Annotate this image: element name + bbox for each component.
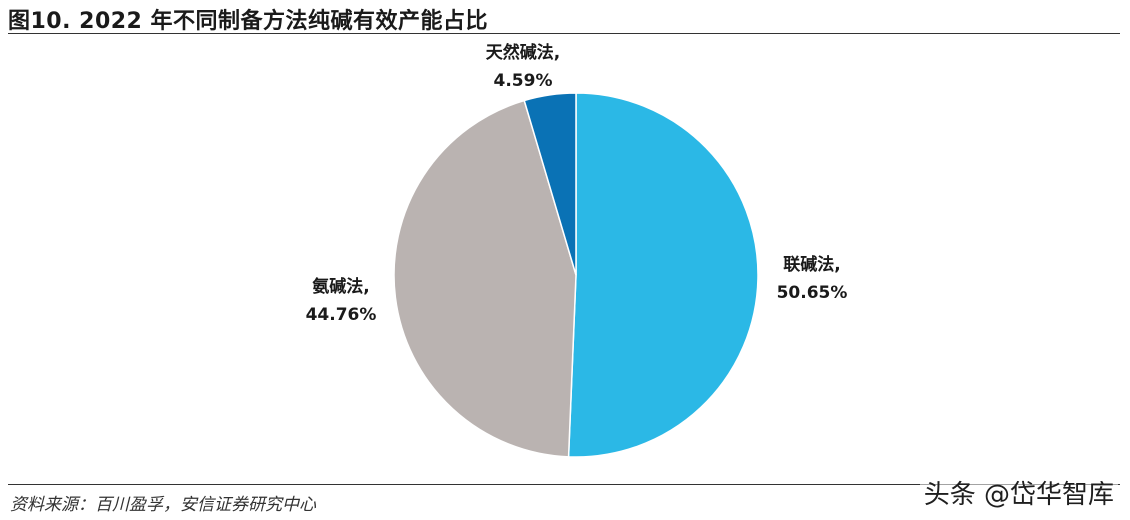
pie-slice-0 bbox=[567, 92, 759, 458]
pie-chart: 联碱法, 50.65% 氨碱法, 44.76% 天然碱法, 4.59% bbox=[306, 42, 848, 458]
slice-name-label-1: 氨碱法, bbox=[312, 276, 369, 297]
slice-value-label-0: 50.65% bbox=[777, 283, 848, 303]
pie-slice-1 bbox=[393, 99, 577, 458]
slice-value-label-1: 44.76% bbox=[306, 305, 377, 325]
slice-name-label-2: 天然碱法, bbox=[486, 42, 560, 63]
footer-divider bbox=[8, 484, 1120, 485]
pie-slices bbox=[393, 92, 759, 458]
pie-labels: 联碱法, 50.65% 氨碱法, 44.76% 天然碱法, 4.59% bbox=[306, 42, 848, 325]
chart-title: 图10. 2022 年不同制备方法纯碱有效产能占比 bbox=[8, 9, 489, 34]
watermark: 头条 @岱华智库 bbox=[919, 474, 1118, 511]
slice-name-label-0: 联碱法, bbox=[783, 254, 840, 275]
pie-slice-2 bbox=[523, 92, 577, 276]
title-divider bbox=[8, 33, 1120, 34]
source-note: 资料来源：百川盈孚，安信证券研究中心 bbox=[10, 495, 316, 515]
slice-value-label-2: 4.59% bbox=[494, 71, 553, 91]
